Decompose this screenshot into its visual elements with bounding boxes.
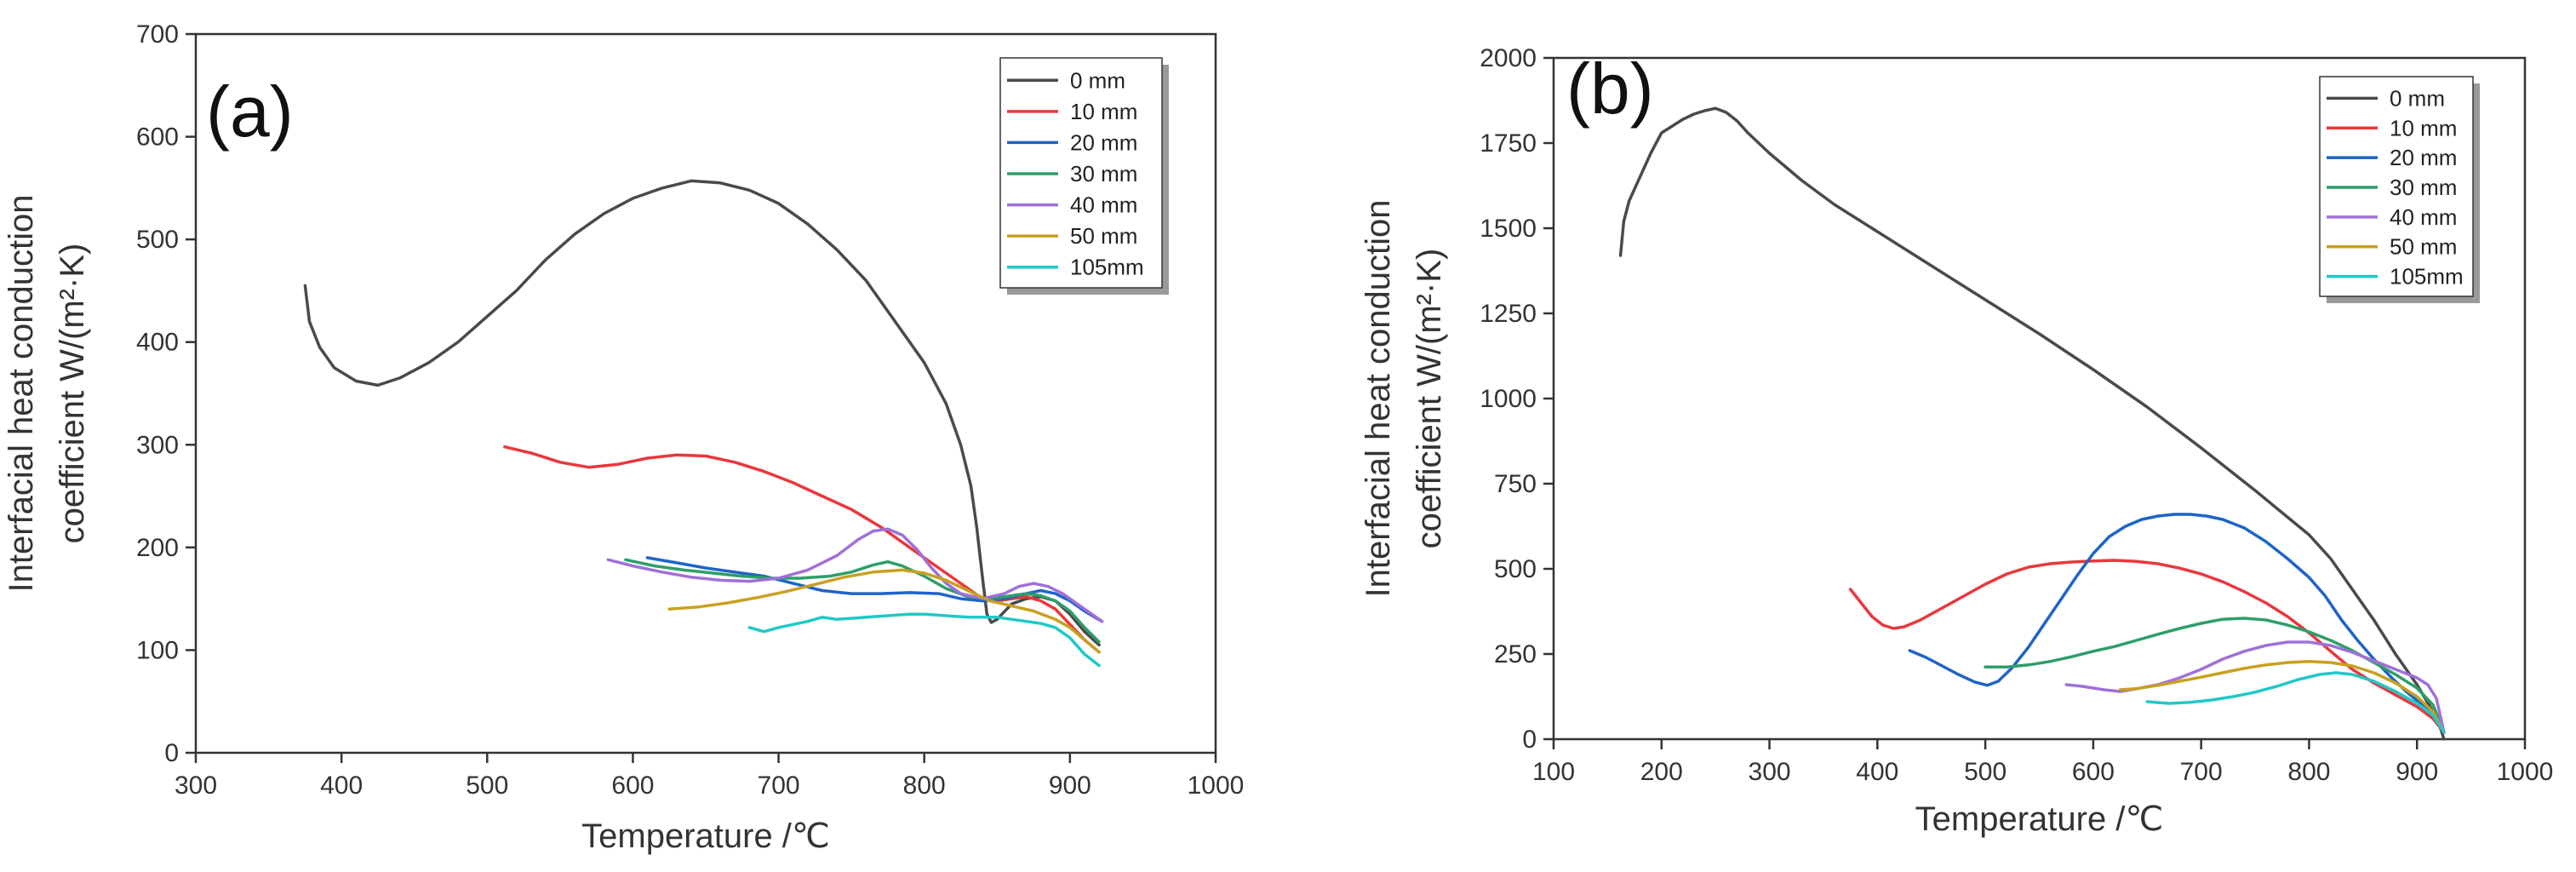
x-tick-label: 700 [758,772,800,800]
x-tick-label: 900 [2396,758,2438,786]
series-line-4 [1984,617,2446,734]
x-tick-label: 400 [1856,758,1898,786]
legend-label: 105mm [1070,255,1144,280]
series-line-7 [2145,671,2446,734]
y-tick-label: 100 [136,636,179,664]
x-tick-label: 300 [1749,758,1791,786]
legend-label: 0 mm [2390,85,2445,111]
x-tick-label: 800 [2287,758,2330,786]
legend-label: 30 mm [2390,175,2457,200]
y-axis-label-line-1: Interfacial heat conduction [3,195,40,593]
series-line-3 [645,556,1104,623]
x-tick-label: 500 [1964,758,2006,786]
y-tick-label: 2000 [1480,44,1537,72]
series-line-1 [303,179,1101,647]
x-tick-label: 500 [466,772,508,800]
y-tick-label: 300 [136,431,179,459]
y-tick-label: 200 [136,534,179,562]
series-line-6 [2118,660,2446,734]
panel-label: (a) [206,72,294,152]
series-line-3 [1908,513,2446,734]
series-line-7 [747,612,1101,668]
x-tick-label: 1000 [2497,758,2554,786]
legend-label: 40 mm [1070,192,1137,218]
y-tick-label: 400 [136,329,179,357]
series-line-2 [503,445,1101,654]
y-tick-label: 500 [1494,555,1537,583]
y-tick-label: 750 [1494,470,1537,498]
legend: 0 mm 10 mm 20 mm 30 mm 40 mm 50 mm 105mm [999,57,1169,295]
x-tick-label: 1000 [1188,772,1245,800]
legend-label: 105mm [2390,264,2464,290]
y-tick-label: 600 [136,123,179,152]
x-tick-label: 200 [1640,758,1683,786]
y-tick-label: 1500 [1480,215,1537,243]
y-axis-label-line-1: Interfacial heat conduction [1360,200,1397,598]
series-line-4 [624,558,1101,644]
x-tick-label: 300 [175,772,217,800]
x-tick-label: 600 [2072,758,2115,786]
y-tick-label: 1750 [1480,129,1537,158]
series-line-1 [1618,106,2446,741]
series-line-6 [667,568,1101,654]
x-axis-label: Temperature /℃ [1915,800,2164,838]
legend-label: 30 mm [1070,161,1137,186]
legend-label: 0 mm [1070,67,1125,93]
legend-label: 20 mm [1070,129,1137,155]
x-tick-label: 700 [2180,758,2223,786]
legend-label: 10 mm [2390,115,2457,141]
x-tick-label: 900 [1049,772,1091,800]
x-axis-label: Temperature /℃ [581,818,830,855]
y-tick-label: 700 [136,20,179,49]
legend-label: 50 mm [1070,223,1137,249]
legend-label: 50 mm [2390,234,2457,260]
y-tick-label: 0 [164,739,179,767]
chart-panel-b: 100 200 300 400 500 600 700 800 900 1000 0 250 500 75… [1360,44,2553,838]
y-tick-label: 1000 [1480,385,1537,413]
series-line-5 [606,527,1104,623]
y-axis-label-line-2: coefficient W/(m²·K) [54,244,91,544]
x-tick-label: 100 [1532,758,1575,786]
legend-label: 10 mm [1070,99,1137,124]
y-tick-label: 0 [1522,726,1537,754]
x-tick-label: 400 [320,772,363,800]
legend-label: 20 mm [2390,145,2457,170]
y-tick-label: 1250 [1480,300,1537,328]
panel-label: (b) [1566,49,1654,129]
plot-frame [194,32,1217,754]
legend: 0 mm 10 mm 20 mm 30 mm 40 mm 50 mm 105mm [2319,76,2480,303]
y-axis-label-line-2: coefficient W/(m²·K) [1411,249,1448,549]
y-tick-label: 500 [136,226,179,254]
x-tick-label: 600 [611,772,654,800]
legend-label: 40 mm [2390,204,2457,230]
x-tick-label: 800 [903,772,946,800]
y-tick-label: 250 [1494,640,1537,668]
chart-panel-a: 300 400 500 600 700 800 900 1000 0 100 200 300 400 50… [3,20,1244,855]
